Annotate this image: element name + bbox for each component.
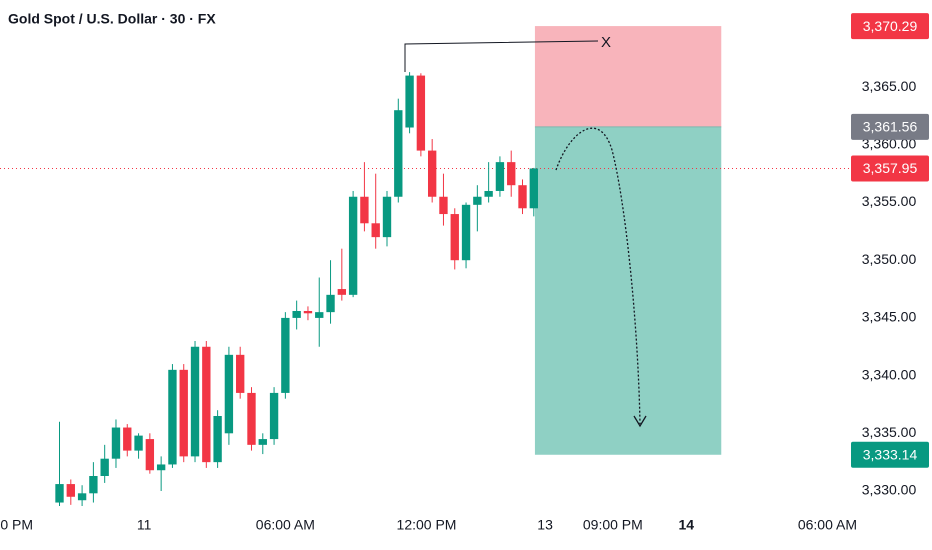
candle-body: [484, 190, 493, 197]
candle-body: [89, 475, 98, 494]
forecast-arrow: [555, 127, 641, 425]
annotation-line: [404, 40, 599, 72]
y-tick-label: 3,345.00: [862, 309, 917, 325]
candle-body: [190, 346, 200, 457]
candle-body: [224, 354, 234, 434]
x-tick-label: 14: [678, 517, 694, 533]
candle-body: [450, 214, 459, 261]
y-tick-label: 3,355.00: [862, 193, 917, 209]
candle-body: [123, 427, 132, 451]
annotation: X: [601, 34, 611, 51]
y-tick-label: 3,365.00: [862, 78, 917, 94]
chart-title: Gold Spot / U.S. Dollar · 30 · FX: [8, 11, 216, 27]
candle-body: [247, 392, 256, 445]
x-tick-label: 06:00 PM: [0, 517, 33, 533]
candle-body: [405, 75, 414, 128]
price-marker: [851, 441, 929, 468]
candle-body: [461, 204, 471, 261]
price-marker: [851, 13, 929, 40]
y-tick-label: 3,340.00: [862, 366, 917, 382]
candle-body: [236, 354, 245, 393]
price-marker-label: 3,370.29: [863, 18, 918, 34]
candle-body: [303, 310, 313, 314]
candle-body: [111, 427, 121, 459]
y-tick-label: 3,335.00: [862, 424, 917, 440]
price-marker-label: 3,361.56: [863, 119, 918, 135]
x-tick-label: 11: [137, 517, 152, 533]
candle-body: [371, 223, 380, 238]
candle-body: [348, 196, 358, 295]
candle-body: [77, 493, 87, 501]
y-tick-label: 3,350.00: [862, 251, 917, 267]
candle-body: [168, 369, 177, 465]
candle-body: [179, 369, 188, 457]
candle-body: [202, 346, 211, 463]
arrow-head: [633, 415, 647, 428]
candle-body: [100, 458, 109, 476]
candle-body: [269, 392, 279, 440]
x-tick-label: 06:00 AM: [256, 517, 315, 533]
candle-body: [394, 110, 403, 197]
candle-body: [66, 484, 75, 497]
candle-body: [134, 435, 143, 451]
stop-zone: [534, 26, 722, 127]
target-zone: [534, 126, 722, 455]
candle-body: [145, 439, 155, 471]
x-tick-label: 09:00 PM: [583, 517, 643, 533]
candle-body: [427, 150, 437, 197]
candle-body: [281, 317, 290, 393]
candle-body: [337, 289, 347, 295]
x-tick-label: 13: [537, 517, 553, 533]
plot-area: X: [0, 26, 850, 506]
price-marker-label: 3,357.95: [863, 160, 918, 176]
candle-body: [55, 484, 64, 503]
price-marker-label: 3,333.14: [863, 446, 918, 462]
candle-body: [258, 439, 267, 445]
candle-body: [156, 464, 166, 471]
candle-body: [315, 312, 324, 318]
candle-body: [416, 75, 426, 151]
price-marker: [851, 113, 929, 140]
y-tick-label: 3,330.00: [862, 482, 917, 498]
price-marker: [851, 155, 929, 182]
candle-body: [360, 196, 369, 224]
candle-body: [507, 162, 516, 186]
candle-body: [326, 294, 335, 313]
x-tick-label: 12:00 PM: [397, 517, 457, 533]
candle-body: [213, 415, 222, 463]
candle-body: [292, 310, 301, 318]
candle-body: [439, 196, 448, 215]
candle-body: [473, 196, 482, 205]
candle-body: [529, 168, 538, 209]
candle-body: [518, 185, 527, 209]
candle-body: [382, 196, 392, 238]
candle-body: [495, 162, 505, 191]
x-tick-label: 06:00 AM: [798, 517, 857, 533]
axes: 3,330.00 3,335.00 3,340.00 3,345.00 3,350.00…: [0, 13, 929, 533]
